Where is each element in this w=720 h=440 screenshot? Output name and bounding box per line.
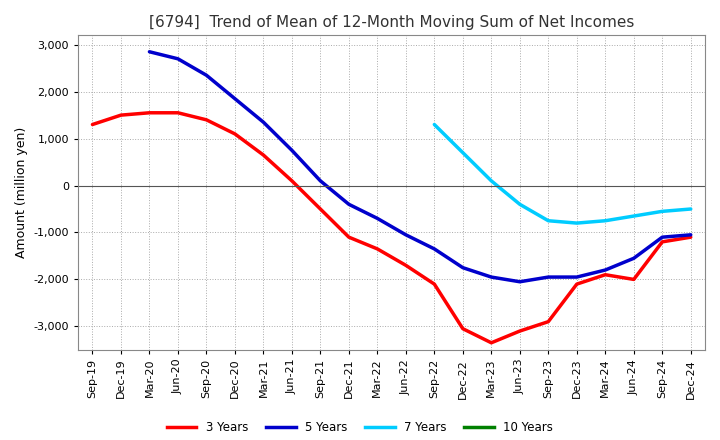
5 Years <box>544 275 553 280</box>
3 Years <box>430 282 438 287</box>
3 Years <box>487 340 495 345</box>
5 Years <box>516 279 524 284</box>
3 Years <box>117 113 125 118</box>
5 Years <box>402 232 410 238</box>
5 Years <box>259 120 268 125</box>
5 Years <box>686 232 695 238</box>
5 Years <box>287 148 296 153</box>
5 Years <box>459 265 467 270</box>
5 Years <box>202 73 211 78</box>
Line: 7 Years: 7 Years <box>434 125 690 223</box>
7 Years <box>430 122 438 127</box>
3 Years <box>316 206 325 212</box>
3 Years <box>459 326 467 331</box>
3 Years <box>544 319 553 324</box>
3 Years <box>230 131 239 136</box>
3 Years <box>88 122 96 127</box>
3 Years <box>629 277 638 282</box>
5 Years <box>373 216 382 221</box>
3 Years <box>658 239 667 245</box>
7 Years <box>686 206 695 212</box>
5 Years <box>316 178 325 183</box>
Y-axis label: Amount (million yen): Amount (million yen) <box>15 127 28 258</box>
7 Years <box>658 209 667 214</box>
3 Years <box>174 110 182 115</box>
3 Years <box>259 152 268 158</box>
Title: [6794]  Trend of Mean of 12-Month Moving Sum of Net Incomes: [6794] Trend of Mean of 12-Month Moving … <box>149 15 634 30</box>
7 Years <box>516 202 524 207</box>
7 Years <box>544 218 553 224</box>
5 Years <box>174 56 182 62</box>
5 Years <box>430 246 438 252</box>
7 Years <box>487 178 495 183</box>
3 Years <box>145 110 154 115</box>
7 Years <box>459 150 467 155</box>
3 Years <box>601 272 610 277</box>
3 Years <box>345 235 354 240</box>
7 Years <box>629 213 638 219</box>
5 Years <box>230 96 239 101</box>
7 Years <box>601 218 610 224</box>
Legend: 3 Years, 5 Years, 7 Years, 10 Years: 3 Years, 5 Years, 7 Years, 10 Years <box>162 416 558 439</box>
5 Years <box>572 275 581 280</box>
3 Years <box>686 235 695 240</box>
3 Years <box>516 328 524 334</box>
3 Years <box>402 263 410 268</box>
Line: 3 Years: 3 Years <box>92 113 690 343</box>
7 Years <box>572 220 581 226</box>
5 Years <box>629 256 638 261</box>
5 Years <box>345 202 354 207</box>
3 Years <box>572 282 581 287</box>
Line: 5 Years: 5 Years <box>150 52 690 282</box>
3 Years <box>287 178 296 183</box>
3 Years <box>373 246 382 252</box>
5 Years <box>145 49 154 55</box>
5 Years <box>487 275 495 280</box>
3 Years <box>202 117 211 122</box>
5 Years <box>601 268 610 273</box>
5 Years <box>658 235 667 240</box>
